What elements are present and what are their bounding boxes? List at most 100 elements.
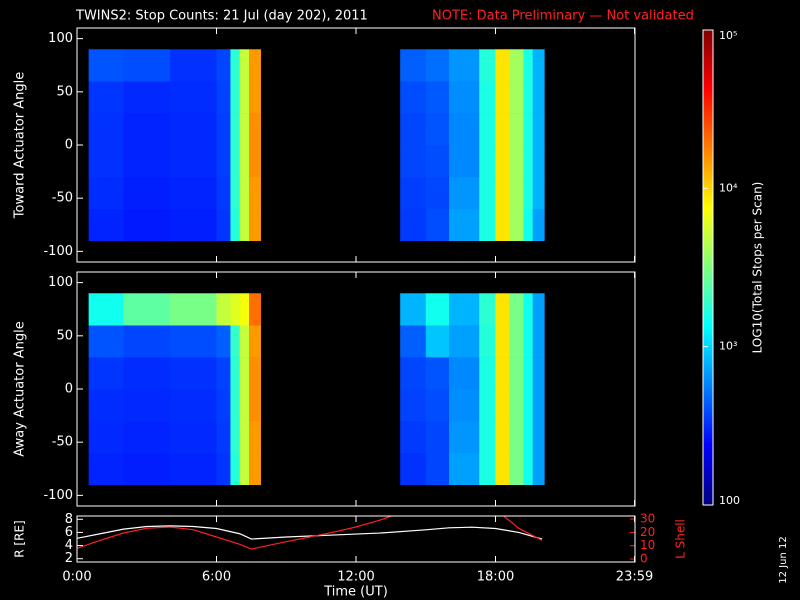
heat-cell [479,357,496,390]
heat-cell [170,81,217,114]
date: 12 Jun 12 [778,536,789,583]
heat-cell [523,293,533,326]
y-tick-label: -50 [52,191,73,206]
heat-cell [88,49,124,82]
series-line [77,525,543,540]
heat-cell [216,145,231,178]
heat-cell [523,208,533,242]
heat-cell [239,208,250,242]
heat-cell [532,325,545,358]
heat-cell [425,113,450,146]
heat-cell [170,208,217,242]
heat-cell [495,49,510,82]
x-tick-label: 23:59 [616,570,653,585]
heat-cell [230,357,241,390]
y-tick-label: 50 [56,328,73,343]
y-tick-label: 0 [65,382,73,397]
heat-cell [523,452,533,486]
heat-cell [523,325,533,358]
y-label: Toward Actuator Angle [13,72,28,219]
heat-cell [523,49,533,82]
x-tick-label: 12:00 [337,570,374,585]
heat-cell [495,420,510,454]
y-tick-label: 0 [65,138,73,153]
heat-cell [88,113,124,146]
heat-cell [509,49,524,82]
heat-cell [425,325,450,358]
heat-cell [495,357,510,390]
heat-cell [532,145,545,178]
heat-cell [123,357,171,390]
y-tick-label: 100 [48,275,73,290]
heat-cell [230,113,241,146]
heat-cell [425,145,450,178]
heat-cell [532,176,545,210]
heat-cell [400,145,427,178]
heat-cell [123,145,171,178]
heat-cell [509,389,524,422]
heat-cell [239,452,250,486]
heat-cell [523,176,533,210]
heat-cell [479,208,496,242]
heat-cell [523,113,533,146]
heat-cell [523,81,533,114]
heat-cell [88,357,124,390]
heat-cell [400,389,427,422]
heat-cell [449,113,480,146]
heat-cell [400,357,427,390]
colorbar-tick-label: 100 [719,494,740,507]
heat-cell [495,452,510,486]
heat-cell [249,81,261,114]
note: NOTE: Data Preliminary — Not validated [432,9,694,24]
x-tick-label: 18:00 [477,570,514,585]
heat-cell [170,293,217,326]
heat-cell [495,113,510,146]
colorbar-tick-label: 10⁴ [719,181,738,194]
y-tick-label: -100 [43,488,73,503]
heat-cell [249,176,261,210]
heat-cell [239,420,250,454]
heat-cell [532,49,545,82]
heat-cell [249,389,261,422]
heat-cell [479,293,496,326]
heat-cell [216,49,231,82]
heat-cell [170,452,217,486]
heat-cell [239,81,250,114]
heat-cell [509,293,524,326]
heat-cell [479,49,496,82]
heat-cell [249,452,261,486]
heat-cell [230,293,241,326]
heat-cell [479,389,496,422]
colorbar-tick-label: 10³ [719,340,737,353]
heat-cell [400,81,427,114]
heat-cell [509,357,524,390]
y2-label: L Shell [674,519,688,559]
x-tick-label: 0:00 [62,570,91,585]
heat-cell [249,325,261,358]
heat-cell [479,452,496,486]
heat-cell [170,49,217,82]
heat-cell [523,420,533,454]
y2-tick-label: 30 [640,512,655,526]
y-tick-label: -100 [43,244,73,259]
heat-cell [449,357,480,390]
heat-cell [239,389,250,422]
heat-cell [523,357,533,390]
heat-cell [425,389,450,422]
colorbar-label: LOG10(Total Stops per Scan) [751,182,765,354]
heat-cell [509,325,524,358]
heat-cell [123,452,171,486]
heat-cell [230,81,241,114]
y-tick-label: 4 [65,538,73,553]
heat-cell [479,325,496,358]
y2-tick-label: 20 [640,525,655,539]
y-label: Away Actuator Angle [13,321,28,456]
heat-cell [479,420,496,454]
heat-cell [400,208,427,242]
heat-cell [449,208,480,242]
heat-cell [425,176,450,210]
heat-cell [88,293,124,326]
heat-cell [216,420,231,454]
heat-cell [230,145,241,178]
heat-cell [532,452,545,486]
